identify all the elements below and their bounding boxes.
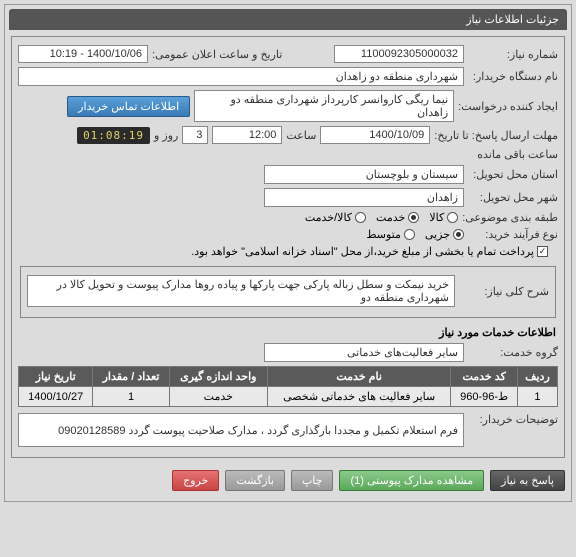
province-value: سیستان و بلوچستان <box>264 165 464 184</box>
contact-info-button[interactable]: اطلاعات تماس خریدار <box>67 96 190 117</box>
buyer-notes-value: فرم استعلام تکمیل و مجددا بارگذاری گردد … <box>18 413 464 447</box>
hour-label: ساعت <box>286 129 316 142</box>
deadline-hour-value: 12:00 <box>212 126 282 144</box>
city-value: زاهدان <box>264 188 464 207</box>
radio-goods[interactable]: کالا <box>429 211 458 224</box>
attachments-button[interactable]: مشاهده مدارک پیوستی (1) <box>339 470 484 491</box>
radio-goods-service[interactable]: کالا/خدمت <box>305 211 366 224</box>
details-fieldset: شماره نیاز: 1100092305000032 تاریخ و ساع… <box>11 36 565 458</box>
days-value: 3 <box>182 126 208 144</box>
services-header: اطلاعات خدمات مورد نیاز <box>20 326 556 339</box>
remaining-tail-label: ساعت باقی مانده <box>477 148 558 161</box>
public-datetime-value: 1400/10/06 - 10:19 <box>18 45 148 63</box>
th-row: ردیف <box>517 367 557 387</box>
row-process: نوع فرآیند خرید: جزیی متوسط پرداخت تمام … <box>18 228 558 258</box>
table-head-row: ردیف کد خدمت نام خدمت واحد اندازه گیری ت… <box>19 367 558 387</box>
td-row: 1 <box>517 387 557 407</box>
td-unit: خدمت <box>169 387 267 407</box>
service-group-label: گروه خدمت: <box>468 346 558 359</box>
days-label: روز و <box>154 129 178 142</box>
province-label: استان محل تحویل: <box>468 168 558 181</box>
deadline-label: مهلت ارسال پاسخ: تا تاریخ: <box>434 129 558 142</box>
process-radio-group: جزیی متوسط <box>366 228 464 241</box>
requester-label: ایجاد کننده درخواست: <box>458 100 558 113</box>
process-note-text: پرداخت تمام یا بخشی از مبلغ خرید،از محل … <box>191 245 534 258</box>
need-number-label: شماره نیاز: <box>468 48 558 61</box>
radio-partial[interactable]: جزیی <box>425 228 464 241</box>
buyer-org-value: شهرداری منطقه دو زاهدان <box>18 67 464 86</box>
process-label: نوع فرآیند خرید: <box>468 228 558 241</box>
subject-type-label: طبقه بندی موضوعی: <box>462 211 558 224</box>
row-subject-type: طبقه بندی موضوعی: کالا خدمت کالا/خدمت <box>18 211 558 224</box>
radio-service-label: خدمت <box>376 211 405 224</box>
buyer-org-label: نام دستگاه خریدار: <box>468 70 558 83</box>
print-button[interactable]: چاپ <box>291 470 334 491</box>
radio-dot-icon <box>447 212 458 223</box>
main-panel: جزئیات اطلاعات نیاز شماره نیاز: 11000923… <box>4 4 572 502</box>
row-requester: ایجاد کننده درخواست: نیما ریگی کاروانسر … <box>18 90 558 122</box>
process-note-check[interactable]: پرداخت تمام یا بخشی از مبلغ خرید،از محل … <box>191 245 548 258</box>
row-general-desc: شرح کلی نیاز: خرید نیمکت و سطل زباله پار… <box>27 275 549 307</box>
td-code: ط-96-960 <box>451 387 518 407</box>
radio-partial-label: جزیی <box>425 228 450 241</box>
th-qty: تعداد / مقدار <box>93 367 169 387</box>
city-label: شهر محل تحویل: <box>468 191 558 204</box>
row-province: استان محل تحویل: سیستان و بلوچستان <box>18 165 558 184</box>
row-city: شهر محل تحویل: زاهدان <box>18 188 558 207</box>
services-table: ردیف کد خدمت نام خدمت واحد اندازه گیری ت… <box>18 366 558 407</box>
table-row: 1 ط-96-960 سایر فعالیت های خدماتی شخصی خ… <box>19 387 558 407</box>
radio-service[interactable]: خدمت <box>376 211 419 224</box>
back-button[interactable]: بازگشت <box>225 470 285 491</box>
th-unit: واحد اندازه گیری <box>169 367 267 387</box>
general-desc-label: شرح کلی نیاز: <box>459 285 549 298</box>
radio-medium[interactable]: متوسط <box>366 228 415 241</box>
row-need-number: شماره نیاز: 1100092305000032 تاریخ و ساع… <box>18 45 558 63</box>
radio-goods-label: کالا <box>429 211 444 224</box>
reply-button[interactable]: پاسخ به نیاز <box>490 470 565 491</box>
th-date: تاریخ نیاز <box>19 367 93 387</box>
row-buyer-org: نام دستگاه خریدار: شهرداری منطقه دو زاهد… <box>18 67 558 86</box>
radio-dot-icon <box>453 229 464 240</box>
radio-dot-icon <box>355 212 366 223</box>
need-number-value: 1100092305000032 <box>334 45 464 63</box>
td-name: سایر فعالیت های خدماتی شخصی <box>267 387 451 407</box>
footer-buttons: پاسخ به نیاز مشاهده مدارک پیوستی (1) چاپ… <box>9 464 567 497</box>
radio-dot-icon <box>404 229 415 240</box>
deadline-date-value: 1400/10/09 <box>320 126 430 144</box>
row-deadline: مهلت ارسال پاسخ: تا تاریخ: 1400/10/09 سا… <box>18 126 558 161</box>
radio-medium-label: متوسط <box>366 228 401 241</box>
service-group-value: سایر فعالیت‌های خدماتی <box>264 343 464 362</box>
row-service-group: گروه خدمت: سایر فعالیت‌های خدماتی <box>18 343 558 362</box>
requester-value: نیما ریگی کاروانسر کارپرداز شهرداری منطق… <box>194 90 454 122</box>
radio-dot-icon <box>408 212 419 223</box>
th-name: نام خدمت <box>267 367 451 387</box>
td-date: 1400/10/27 <box>19 387 93 407</box>
buyer-notes-label: توضیحات خریدار: <box>468 413 558 426</box>
td-qty: 1 <box>93 387 169 407</box>
exit-button[interactable]: خروج <box>172 470 219 491</box>
general-desc-value: خرید نیمکت و سطل زباله پارکی جهت پارکها … <box>27 275 455 307</box>
row-buyer-notes: توضیحات خریدار: فرم استعلام تکمیل و مجدد… <box>18 413 558 447</box>
th-code: کد خدمت <box>451 367 518 387</box>
panel-title: جزئیات اطلاعات نیاز <box>9 9 567 30</box>
checkbox-icon <box>537 246 548 257</box>
subject-radio-group: کالا خدمت کالا/خدمت <box>305 211 458 224</box>
general-desc-fieldset: شرح کلی نیاز: خرید نیمکت و سطل زباله پار… <box>20 266 556 318</box>
radio-gs-label: کالا/خدمت <box>305 211 352 224</box>
public-datetime-label: تاریخ و ساعت اعلان عمومی: <box>152 48 282 61</box>
remaining-counter: 01:08:19 <box>77 127 150 144</box>
